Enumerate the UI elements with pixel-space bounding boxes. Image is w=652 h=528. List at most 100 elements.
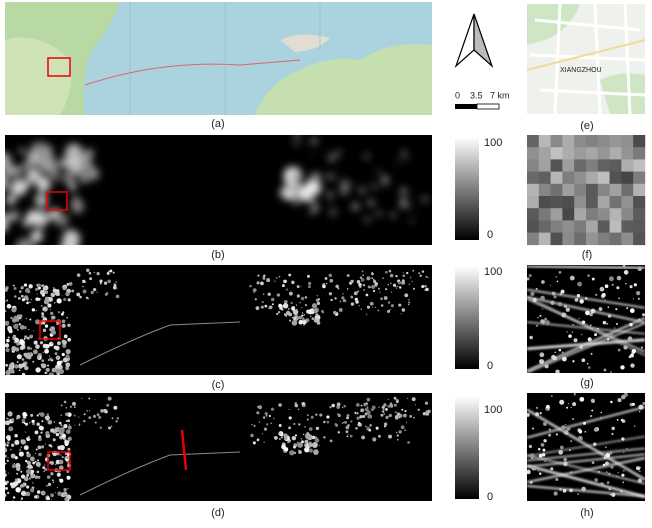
- light-blob: [359, 187, 366, 194]
- light-blob: [531, 466, 536, 471]
- light-blob: [526, 413, 530, 417]
- light-blob: [620, 490, 622, 492]
- light-blob: [319, 413, 322, 416]
- light-blob: [1, 183, 8, 190]
- pixel: [598, 220, 610, 233]
- light-blob: [624, 270, 629, 275]
- light-blob: [295, 434, 297, 436]
- pixel: [610, 172, 622, 185]
- light-blob: [356, 417, 359, 420]
- light-blob: [618, 472, 619, 473]
- light-blob: [107, 279, 111, 283]
- light-blob: [36, 448, 38, 450]
- light-blob: [286, 289, 288, 291]
- light-blob: [348, 434, 349, 435]
- light-blob: [296, 305, 297, 306]
- light-blob: [40, 432, 42, 434]
- light-blob: [410, 277, 412, 279]
- light-blob: [406, 272, 408, 274]
- light-blob: [24, 335, 27, 338]
- light-blob: [564, 458, 567, 461]
- light-blob: [35, 297, 39, 301]
- pixel: [562, 135, 574, 148]
- light-blob: [39, 467, 40, 468]
- light-blob: [98, 416, 101, 419]
- light-blob: [426, 412, 430, 416]
- light-blob: [401, 409, 403, 411]
- light-blob: [555, 370, 559, 374]
- colorbar-max: 100: [484, 266, 502, 278]
- light-blob: [423, 412, 426, 415]
- light-blob: [7, 304, 12, 309]
- light-blob: [566, 407, 568, 409]
- light-blob: [91, 291, 94, 294]
- light-blob: [385, 271, 388, 274]
- light-blob: [268, 293, 271, 296]
- light-blob: [611, 427, 614, 430]
- light-blob: [591, 353, 593, 355]
- light-blob: [16, 415, 20, 419]
- light-blob: [29, 422, 31, 424]
- pixel: [574, 220, 586, 233]
- light-blob: [381, 414, 384, 417]
- light-blob: [404, 429, 406, 431]
- light-blob: [60, 445, 65, 450]
- light-blob: [6, 348, 10, 352]
- light-blob: [60, 455, 61, 456]
- light-blob: [17, 354, 22, 359]
- light-blob: [270, 422, 272, 424]
- light-blob: [78, 416, 79, 417]
- light-blob: [570, 440, 572, 442]
- light-blob: [572, 332, 573, 333]
- light-blob: [342, 423, 343, 424]
- light-blob: [617, 276, 621, 280]
- panel-label: (f): [582, 249, 592, 261]
- light-blob: [314, 309, 318, 313]
- light-blob: [529, 274, 532, 277]
- light-blob: [266, 278, 270, 282]
- light-blob: [590, 324, 591, 325]
- light-blob: [2, 496, 5, 499]
- light-blob: [378, 288, 380, 290]
- light-blob: [65, 413, 68, 416]
- pixel: [633, 159, 645, 172]
- pixel: [598, 159, 610, 172]
- light-blob: [281, 445, 286, 450]
- light-blob: [599, 307, 603, 311]
- light-blob: [423, 162, 424, 163]
- light-blob: [376, 211, 382, 217]
- light-blob: [603, 321, 607, 325]
- light-blob: [74, 406, 76, 408]
- light-blob: [59, 369, 64, 374]
- light-blob: [79, 424, 80, 425]
- light-blob: [13, 481, 18, 486]
- light-blob: [636, 291, 640, 295]
- light-blob: [54, 238, 56, 240]
- light-blob: [1, 435, 3, 437]
- light-blob: [37, 414, 39, 416]
- light-blob: [623, 345, 627, 349]
- light-blob: [57, 487, 58, 488]
- light-blob: [347, 274, 350, 277]
- light-blob: [355, 427, 357, 429]
- pixel: [574, 135, 586, 148]
- light-blob: [26, 474, 29, 477]
- pixel: [586, 159, 598, 172]
- light-blob: [29, 302, 30, 303]
- light-blob: [560, 446, 564, 450]
- light-blob: [420, 275, 422, 277]
- light-blob: [358, 422, 360, 424]
- light-blob: [2, 325, 5, 328]
- light-blob: [346, 426, 350, 430]
- light-blob: [304, 426, 306, 428]
- pixel: [598, 196, 610, 209]
- pixel: [586, 172, 598, 185]
- light-blob: [29, 319, 31, 321]
- light-blob: [67, 324, 70, 327]
- light-blob: [563, 489, 567, 493]
- light-blob: [406, 422, 407, 423]
- pixel: [562, 208, 574, 221]
- light-blob: [404, 293, 408, 297]
- light-blob: [110, 270, 113, 273]
- light-blob: [639, 411, 640, 412]
